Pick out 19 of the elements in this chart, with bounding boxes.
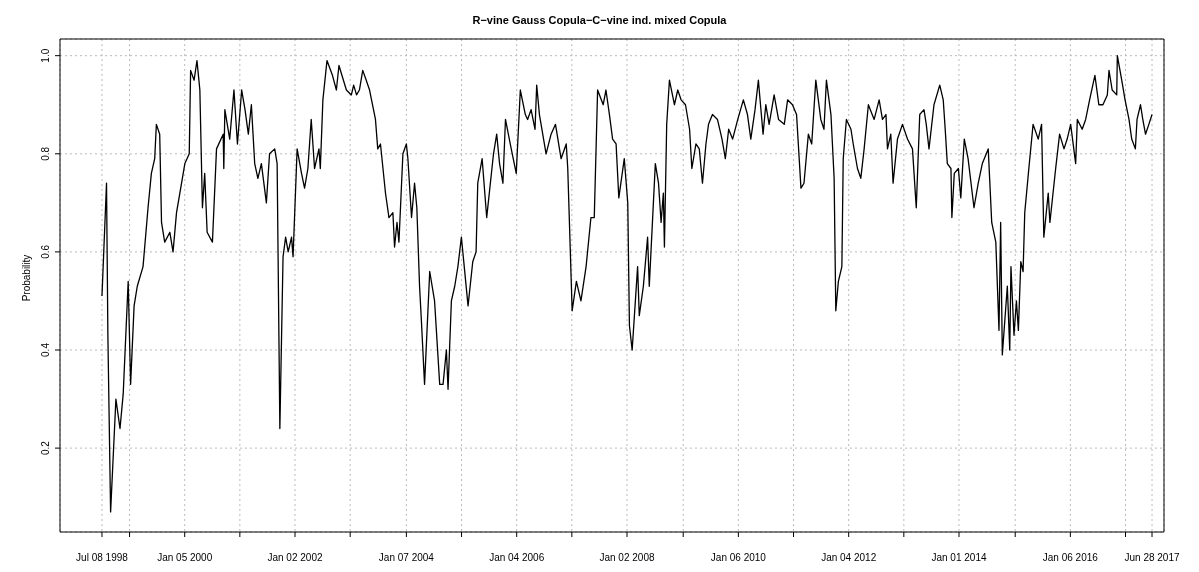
- x-tick-label: Jan 02 2008: [599, 552, 655, 563]
- x-tick-label: Jan 04 2012: [821, 552, 877, 563]
- line-series: [101, 55, 1153, 513]
- x-tick-label: Jun 28 2017: [1124, 552, 1180, 563]
- x-tick-label: Jan 01 2014: [931, 552, 987, 563]
- x-tick-label: Jan 04 2006: [489, 552, 545, 563]
- x-tick-label: Jul 08 1998: [76, 552, 129, 563]
- x-tick-label: Jan 02 2002: [267, 552, 323, 563]
- y-tick-label: 0.6: [40, 244, 51, 259]
- y-tick-label: 0.4: [40, 342, 51, 357]
- y-tick-label: 0.8: [40, 146, 51, 161]
- x-tick-label: Jan 07 2004: [378, 552, 435, 563]
- x-tick-label: Jan 05 2000: [157, 552, 213, 563]
- y-axis-title: Probability: [20, 254, 32, 302]
- y-tick-label: 0.2: [40, 440, 51, 456]
- x-tick-label: Jan 06 2010: [710, 552, 767, 563]
- y-tick-label: 1.0: [40, 48, 51, 63]
- chart-title: R−vine Gauss Copula−C−vine ind. mixed Copula: [471, 14, 728, 26]
- x-tick-label: Jan 06 2016: [1042, 552, 1099, 563]
